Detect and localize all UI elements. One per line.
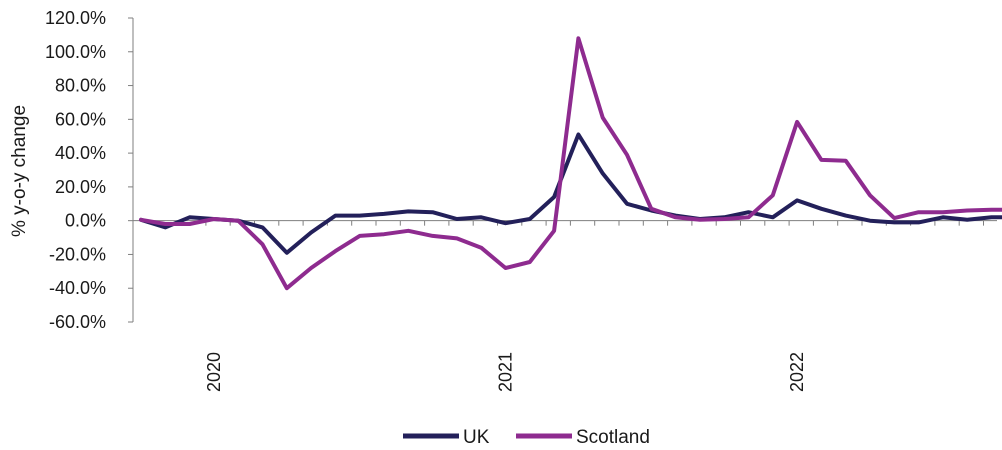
legend-label: UK bbox=[463, 427, 490, 448]
x-year-label: 2022 bbox=[787, 352, 807, 392]
y-tick-label: 120.0% bbox=[45, 8, 106, 28]
y-tick-label: 60.0% bbox=[55, 109, 106, 129]
legend-label: Scotland bbox=[576, 427, 650, 448]
y-tick-label: 20.0% bbox=[55, 177, 106, 197]
y-tick-label: 100.0% bbox=[45, 42, 106, 62]
x-year-label: 2021 bbox=[496, 352, 516, 392]
y-tick-label: -40.0% bbox=[49, 278, 106, 298]
series-line-uk bbox=[141, 135, 1002, 253]
y-tick-label: -20.0% bbox=[49, 244, 106, 264]
y-tick-label: 0.0% bbox=[65, 211, 106, 231]
y-axis-title: % y-o-y change bbox=[9, 105, 30, 237]
series-layer bbox=[141, 38, 1002, 288]
y-tick-label: 40.0% bbox=[55, 143, 106, 163]
x-year-label: 2020 bbox=[204, 352, 224, 392]
y-tick-label: 80.0% bbox=[55, 76, 106, 96]
y-tick-label: -60.0% bbox=[49, 312, 106, 332]
series-line-scotland bbox=[141, 38, 1002, 288]
y-axis-ticks: 120.0% 100.0% 80.0% 60.0% 40.0% 20.0% 0.0% -20.… bbox=[45, 8, 133, 332]
legend: UK Scotland bbox=[403, 427, 650, 448]
